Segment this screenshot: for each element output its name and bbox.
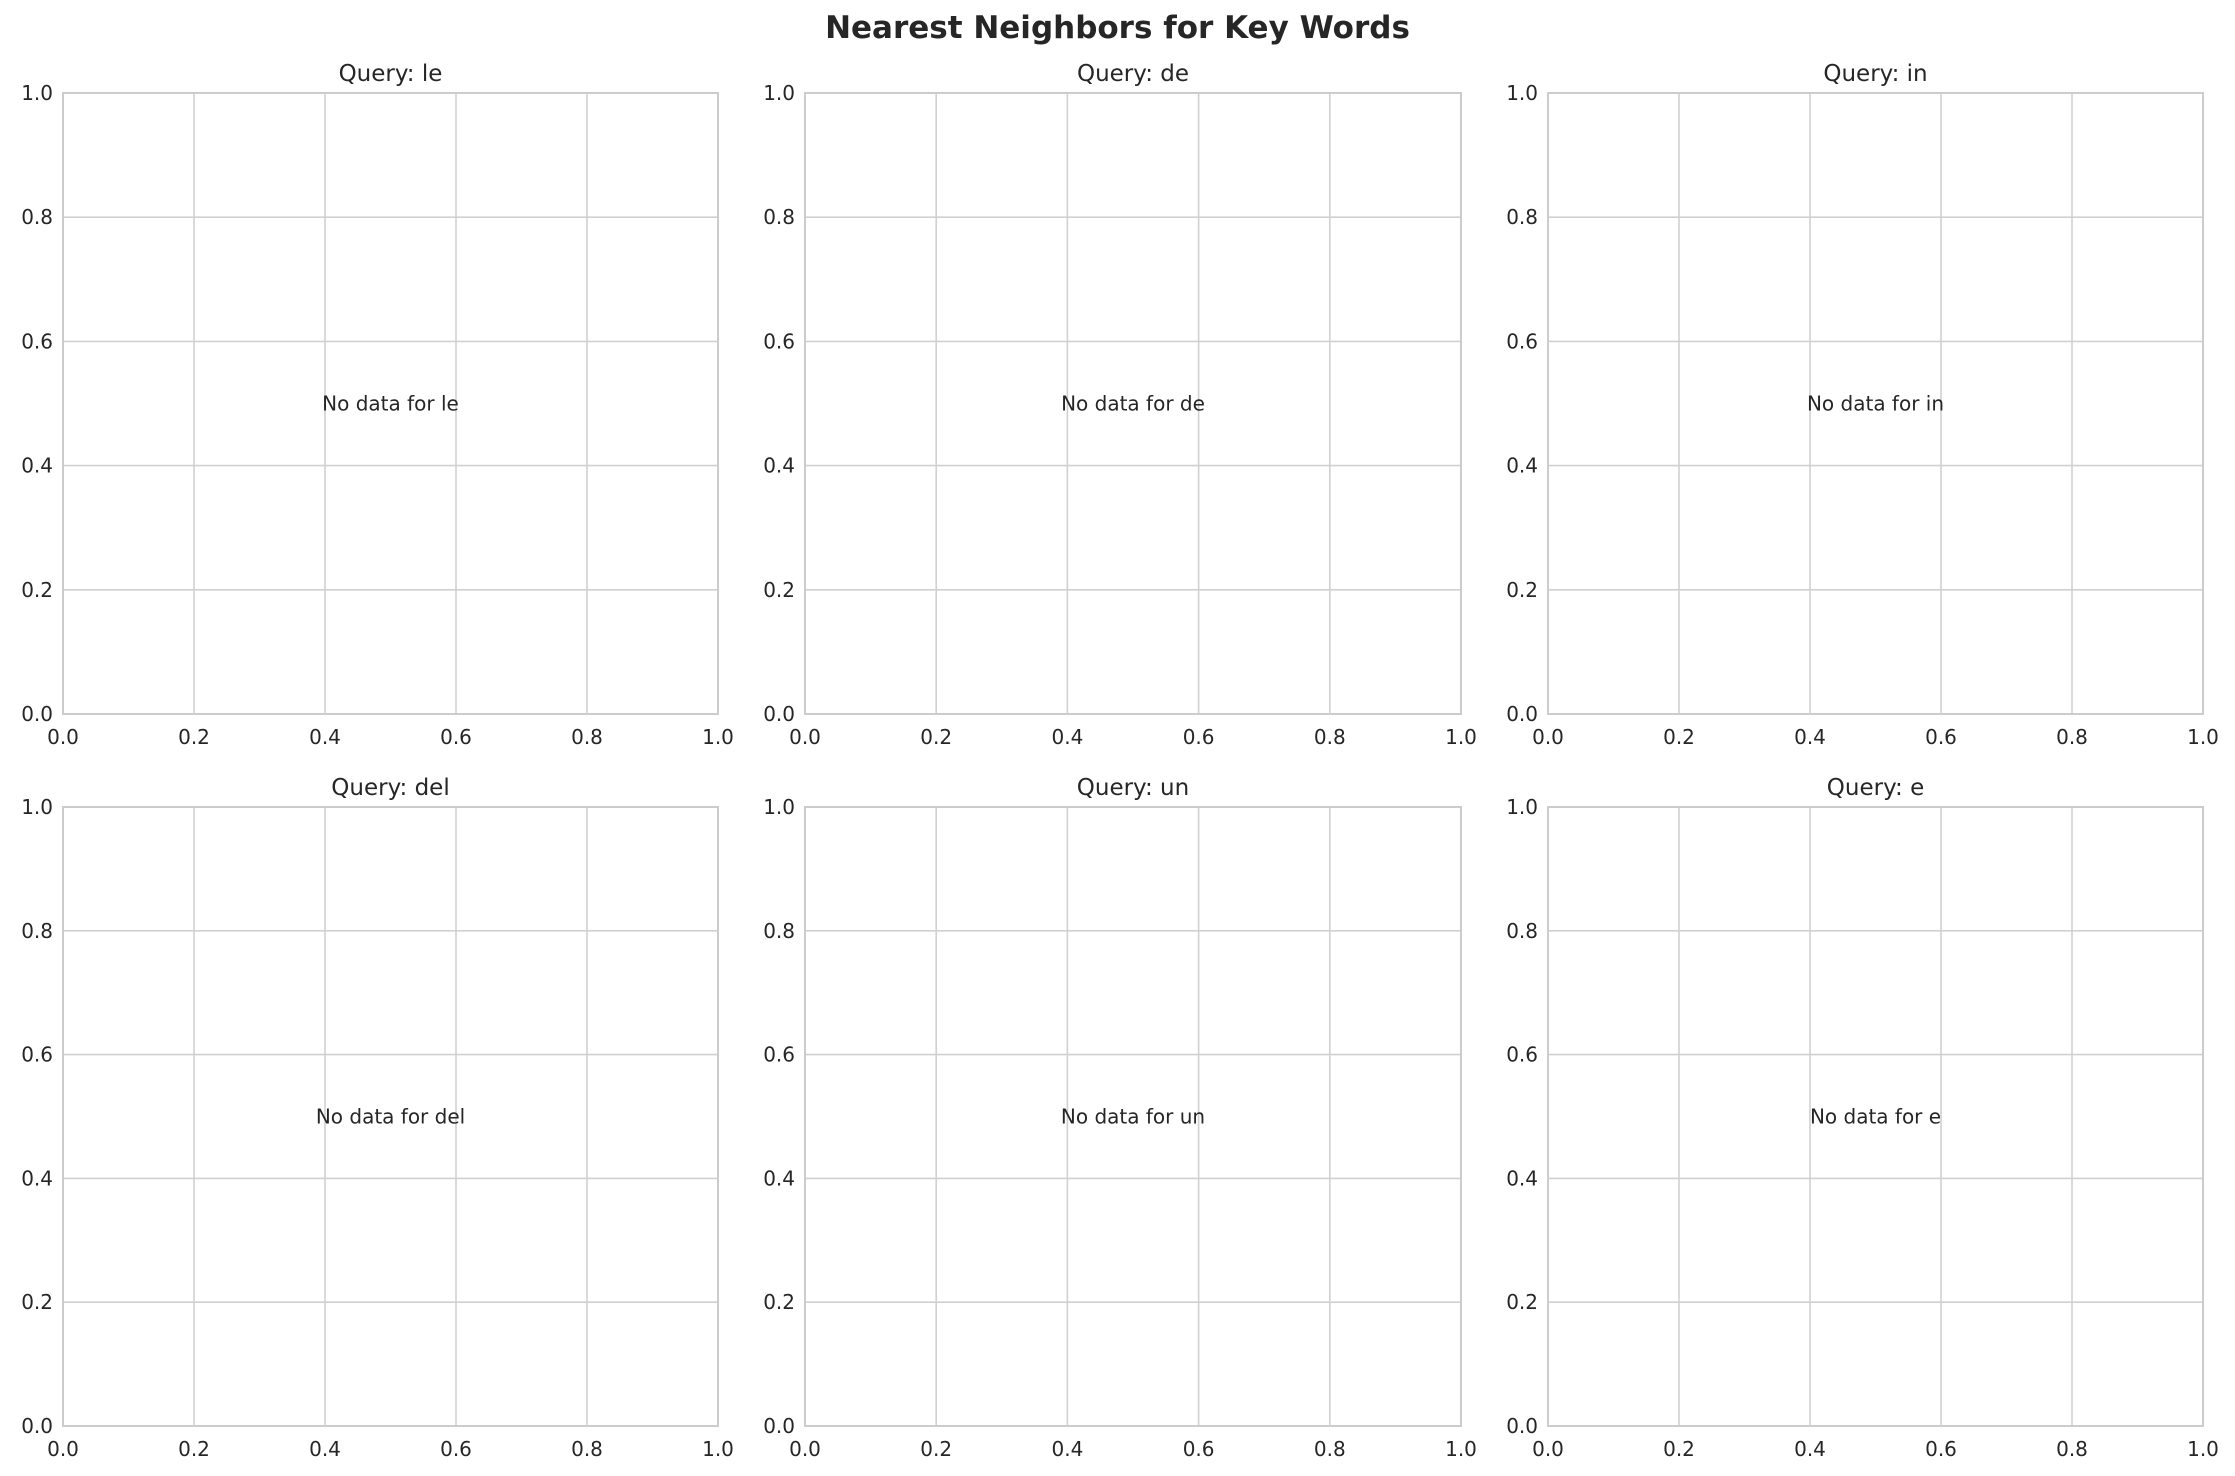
- subplot-title: Query: le: [339, 61, 443, 87]
- y-tick-label: 0.0: [763, 1414, 795, 1438]
- y-tick-label: 0.2: [21, 578, 53, 602]
- no-data-message: No data for un: [1061, 1105, 1205, 1129]
- y-tick-label: 0.8: [763, 205, 795, 229]
- x-tick-label: 1.0: [1445, 725, 1477, 749]
- y-tick-label: 0.4: [1506, 454, 1538, 478]
- x-tick-label: 1.0: [1445, 1437, 1477, 1461]
- subplot: 0.0 0.2 0.4 0.6 0.8 1.0 0.0 0.2 0.4 0.6 0.8 1.0 Quer…: [21, 61, 734, 749]
- y-tick-label: 0.2: [1506, 1290, 1538, 1314]
- y-tick-label: 0.0: [21, 702, 53, 726]
- x-tick-label: 0.2: [1663, 1437, 1695, 1461]
- figure-title: Nearest Neighbors for Key Words: [825, 10, 1410, 46]
- axes-frame: [1547, 92, 2204, 715]
- x-tick-label: 0.6: [1925, 1437, 1957, 1461]
- x-tick-label: 0.4: [309, 1437, 341, 1461]
- no-data-message: No data for del: [316, 1105, 465, 1129]
- x-tick-label: 1.0: [2187, 725, 2219, 749]
- x-tick-label: 0.6: [1183, 725, 1215, 749]
- y-tick-label: 0.8: [1506, 919, 1538, 943]
- x-tick-label: 0.0: [1532, 725, 1564, 749]
- y-tick-label: 0.6: [21, 1043, 53, 1067]
- x-tick-label: 0.2: [178, 725, 210, 749]
- subplot-title: Query: del: [331, 775, 449, 801]
- y-tick-label: 0.6: [1506, 1043, 1538, 1067]
- y-tick-label: 0.0: [1506, 1414, 1538, 1438]
- y-tick-label: 1.0: [763, 795, 795, 819]
- no-data-message: No data for le: [322, 392, 459, 416]
- x-tick-label: 0.0: [47, 1437, 79, 1461]
- y-tick-label: 0.2: [21, 1290, 53, 1314]
- x-tick-label: 0.6: [1925, 725, 1957, 749]
- no-data-message: No data for de: [1061, 392, 1205, 416]
- x-tick-label: 0.4: [1051, 725, 1083, 749]
- x-tick-label: 0.8: [2056, 725, 2088, 749]
- subplot-title: Query: in: [1823, 61, 1927, 87]
- axes-frame: [804, 806, 1462, 1427]
- x-tick-label: 0.4: [1051, 1437, 1083, 1461]
- subplot: 0.0 0.2 0.4 0.6 0.8 1.0 0.0 0.2 0.4 0.6 0.8 1.0 Quer…: [763, 61, 1477, 749]
- y-tick-label: 0.2: [763, 578, 795, 602]
- subplot-title: Query: e: [1827, 775, 1924, 801]
- x-tick-label: 0.8: [1314, 725, 1346, 749]
- y-tick-label: 0.4: [21, 1166, 53, 1190]
- x-tick-label: 0.6: [440, 1437, 472, 1461]
- y-tick-label: 0.6: [21, 329, 53, 353]
- y-tick-label: 0.0: [763, 702, 795, 726]
- x-tick-label: 0.6: [1183, 1437, 1215, 1461]
- subplot-title: Query: un: [1077, 775, 1189, 801]
- subplot: 0.0 0.2 0.4 0.6 0.8 1.0 0.0 0.2 0.4 0.6 0.8 1.0 Quer…: [1506, 61, 2219, 749]
- no-data-message: No data for e: [1810, 1105, 1941, 1129]
- axes-frame: [62, 806, 719, 1427]
- x-tick-label: 0.4: [1794, 725, 1826, 749]
- y-tick-label: 0.2: [763, 1290, 795, 1314]
- x-tick-label: 0.0: [47, 725, 79, 749]
- axes-frame: [62, 92, 719, 715]
- x-tick-label: 1.0: [2187, 1437, 2219, 1461]
- x-tick-label: 0.6: [440, 725, 472, 749]
- subplot-title: Query: de: [1077, 61, 1189, 87]
- x-tick-label: 0.4: [309, 725, 341, 749]
- y-tick-label: 0.8: [1506, 205, 1538, 229]
- x-tick-label: 0.8: [571, 1437, 603, 1461]
- y-tick-label: 0.2: [1506, 578, 1538, 602]
- y-tick-label: 0.8: [21, 919, 53, 943]
- y-tick-label: 0.0: [1506, 702, 1538, 726]
- axes-frame: [804, 92, 1462, 715]
- x-tick-label: 0.2: [920, 1437, 952, 1461]
- x-tick-label: 0.4: [1794, 1437, 1826, 1461]
- x-tick-label: 0.8: [1314, 1437, 1346, 1461]
- y-tick-label: 0.0: [21, 1414, 53, 1438]
- no-data-message: No data for in: [1807, 392, 1944, 416]
- y-tick-label: 0.8: [763, 919, 795, 943]
- x-tick-label: 0.2: [920, 725, 952, 749]
- x-tick-label: 0.2: [1663, 725, 1695, 749]
- y-tick-label: 1.0: [763, 81, 795, 105]
- y-tick-label: 1.0: [21, 795, 53, 819]
- y-tick-label: 0.4: [763, 1166, 795, 1190]
- x-tick-label: 0.8: [571, 725, 603, 749]
- subplot: 0.0 0.2 0.4 0.6 0.8 1.0 0.0 0.2 0.4 0.6 0.8 1.0 Quer…: [763, 775, 1477, 1461]
- y-tick-label: 0.4: [21, 454, 53, 478]
- y-tick-label: 0.8: [21, 205, 53, 229]
- subplot: 0.0 0.2 0.4 0.6 0.8 1.0 0.0 0.2 0.4 0.6 0.8 1.0 Quer…: [21, 775, 734, 1461]
- y-tick-label: 0.6: [763, 1043, 795, 1067]
- axes-frame: [1547, 806, 2204, 1427]
- x-tick-label: 0.0: [1532, 1437, 1564, 1461]
- y-tick-label: 1.0: [21, 81, 53, 105]
- y-tick-label: 0.6: [763, 329, 795, 353]
- y-tick-label: 1.0: [1506, 81, 1538, 105]
- subplot: 0.0 0.2 0.4 0.6 0.8 1.0 0.0 0.2 0.4 0.6 0.8 1.0 Quer…: [1506, 775, 2219, 1461]
- x-tick-label: 0.0: [789, 725, 821, 749]
- x-tick-label: 0.8: [2056, 1437, 2088, 1461]
- y-tick-label: 1.0: [1506, 795, 1538, 819]
- y-tick-label: 0.4: [1506, 1166, 1538, 1190]
- y-tick-label: 0.6: [1506, 329, 1538, 353]
- x-tick-label: 0.2: [178, 1437, 210, 1461]
- x-tick-label: 0.0: [789, 1437, 821, 1461]
- y-tick-label: 0.4: [763, 454, 795, 478]
- x-tick-label: 1.0: [702, 1437, 734, 1461]
- x-tick-label: 1.0: [702, 725, 734, 749]
